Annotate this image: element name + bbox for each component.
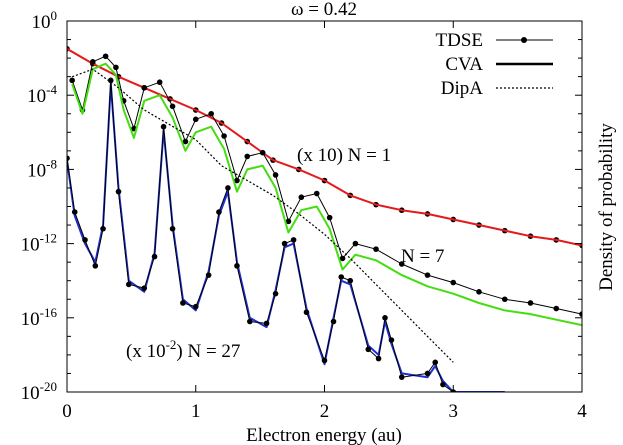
- legend: TDSE CVA DipA: [436, 30, 553, 99]
- plot-frame: [66, 20, 583, 393]
- data-point-n-27-tdse: [225, 185, 231, 191]
- data-point-n-27-tdse: [100, 225, 106, 232]
- data-point-n-7-tdse: [192, 116, 199, 123]
- legend-label-dipa: DipA: [441, 78, 484, 99]
- data-point-n-27-tdse: [263, 320, 270, 327]
- data-point-n-27-tdse: [71, 209, 78, 215]
- data-point-n-7-tdse: [579, 311, 582, 317]
- data-point-n-7-tdse: [169, 103, 176, 110]
- data-point-n-27-tdse: [365, 346, 372, 353]
- x-tick-label: 3: [449, 401, 459, 422]
- data-point-n-7-tdse: [259, 149, 266, 156]
- data-point-n-7-tdse: [501, 296, 508, 303]
- y-tick-label: 10-16: [21, 305, 58, 330]
- x-tick-label: 1: [191, 401, 201, 422]
- data-point-n-7-tdse: [373, 246, 379, 252]
- data-point-n-7-tdse: [553, 305, 560, 312]
- data-point-n-7-tdse: [326, 214, 333, 221]
- data-point-n-7-tdse: [113, 64, 119, 71]
- data-point-n-7-tdse: [298, 194, 305, 201]
- y-tick-label: 10-20: [21, 379, 57, 404]
- data-point-n-27-tdse: [321, 357, 328, 364]
- legend-label-tdse: TDSE: [436, 30, 484, 51]
- data-point-n-27-tdse: [303, 309, 310, 316]
- legend-label-cva: CVA: [445, 54, 483, 75]
- data-point-n-27-tdse: [169, 225, 176, 232]
- data-point-n-7-tdse: [182, 138, 189, 145]
- data-point-n-27-tdse: [82, 237, 88, 243]
- x-tick-label: 2: [320, 401, 330, 422]
- data-point-n-27-tdse: [205, 272, 212, 278]
- data-point-n-27-tdse: [126, 281, 132, 288]
- data-point-n-7-tdse: [527, 300, 534, 306]
- data-point-n-27-tdse: [375, 355, 382, 362]
- y-tick-label: 10-12: [21, 231, 57, 256]
- data-point-n-7-tdse: [352, 240, 359, 247]
- series-line-n-1-cva: [67, 47, 582, 247]
- series-line-n-7-cva: [71, 62, 582, 327]
- data-point-n-27-tdse: [216, 209, 222, 215]
- data-point-n-27-tdse: [382, 315, 388, 321]
- data-point-n-27-tdse: [424, 370, 431, 377]
- data-point-n-27-tdse: [107, 77, 114, 84]
- data-point-n-7-tdse: [398, 261, 405, 267]
- data-point-n-27-tdse: [330, 318, 337, 325]
- data-point-n-27-tdse: [347, 277, 354, 284]
- annotation-n27: (x 10-2) N = 27: [126, 337, 240, 362]
- data-point-n-7-tdse: [221, 133, 227, 139]
- data-point-n-7-tdse: [69, 77, 75, 84]
- data-point-n-7-tdse: [450, 279, 457, 286]
- data-point-n-27-tdse: [432, 359, 439, 366]
- data-point-n-27-tdse: [281, 240, 288, 247]
- chart-title: ω = 0.42: [291, 0, 357, 20]
- data-point-n-7-tdse: [89, 59, 96, 65]
- data-point-n-7-tdse: [339, 255, 346, 262]
- data-point-n-7-tdse: [424, 272, 431, 278]
- x-axis-title: Electron energy (au): [246, 425, 402, 445]
- annotation-n1: (x 10) N = 1: [297, 145, 391, 166]
- data-point-n-7-tdse: [285, 218, 292, 225]
- data-point-n-7-tdse: [313, 190, 320, 197]
- data-point-n-7-tdse: [141, 84, 148, 91]
- data-point-n-27-tdse: [160, 123, 167, 130]
- x-tick-label: 4: [577, 401, 587, 422]
- annotation-n27-suffix: ) N = 27: [176, 341, 240, 362]
- annotation-n27-exp: -2: [166, 337, 177, 352]
- y-tick-label: 100: [32, 8, 58, 33]
- data-point-n-27-tdse: [115, 188, 122, 195]
- annotation-n27-prefix: (x 10: [126, 341, 166, 362]
- data-point-n-7-tdse: [272, 172, 279, 178]
- data-point-n-7-tdse: [476, 289, 482, 295]
- data-point-n-27-tdse: [67, 155, 70, 162]
- data-point-n-27-tdse: [338, 274, 345, 280]
- data-point-n-27-tdse: [234, 263, 240, 269]
- y-tick-label: 10-8: [27, 156, 57, 181]
- data-point-n-7-tdse: [208, 110, 214, 117]
- data-point-n-7-tdse: [156, 79, 163, 86]
- series-line-n-7-dipa: [71, 68, 454, 363]
- y-axis-title: Density of probability: [596, 123, 617, 291]
- data-point-n-27-tdse: [141, 285, 148, 291]
- y-tick-label: 10-4: [27, 82, 57, 107]
- legend-marker-tdse: [521, 37, 527, 43]
- data-point-n-27-tdse: [388, 337, 395, 343]
- x-tick-label: 0: [62, 401, 72, 422]
- data-point-n-7-tdse: [234, 177, 240, 184]
- data-point-n-27-tdse: [290, 237, 297, 243]
- data-point-n-27-tdse: [272, 290, 279, 297]
- axes-layer: 0 1 2 3 4 100 10-4 10-8 10-12 10-16 10-20: [21, 8, 588, 422]
- data-point-n-27-tdse: [151, 253, 158, 260]
- data-point-n-27-tdse: [92, 263, 99, 269]
- data-point-n-27-tdse: [398, 374, 405, 380]
- series-line-n-27-tdse: [67, 79, 454, 392]
- series-layer: [67, 46, 582, 392]
- data-point-n-27-tdse: [180, 300, 186, 306]
- data-point-n-27-tdse: [192, 303, 199, 310]
- data-point-n-7-tdse: [244, 153, 251, 160]
- data-point-n-7-tdse: [102, 53, 109, 60]
- data-point-n-27-tdse: [247, 318, 253, 325]
- data-point-n-27-tdse: [440, 381, 446, 388]
- annotation-n7: N = 7: [401, 246, 444, 267]
